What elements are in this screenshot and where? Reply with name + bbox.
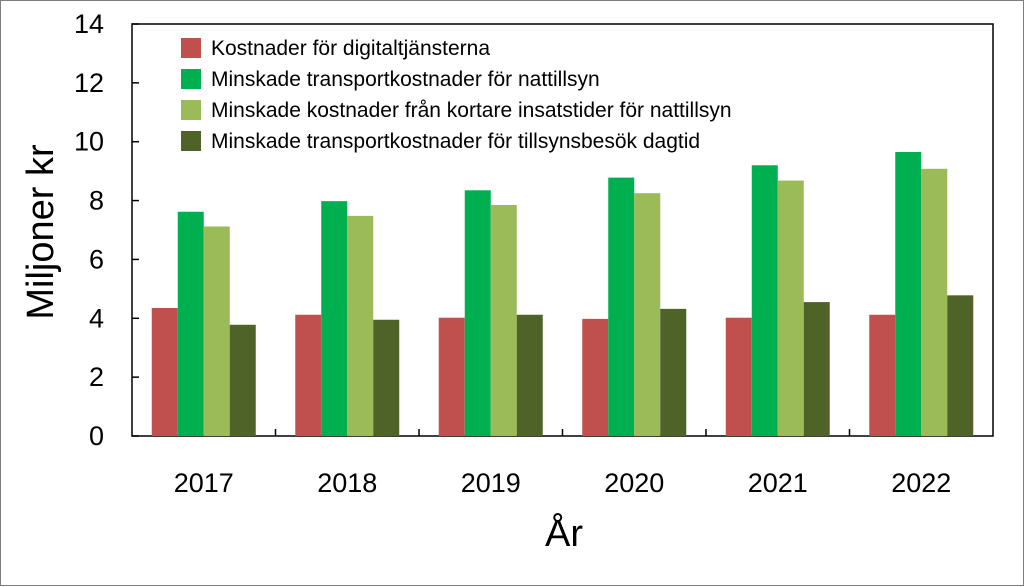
x-tick-label: 2022 [891,468,951,498]
x-axis-title: År [545,511,583,555]
x-tick-label: 2021 [748,468,808,498]
bar [751,165,778,436]
bar [634,193,661,436]
bar [229,324,256,436]
bar [177,211,204,436]
bar [921,168,948,436]
y-tick-label: 14 [74,9,104,39]
axes: 0 2 4 6 8 10 12 14 2017 2018 2019 2020 2021 2022 [74,9,951,498]
bar [895,152,922,436]
bar [295,314,322,436]
bar [347,215,374,436]
x-tick-label: 2017 [174,468,234,498]
y-axis-title: Miljoner kr [20,144,62,320]
bar [608,177,635,437]
bar [869,314,896,436]
bar [321,201,348,436]
y-tick-label: 0 [89,421,104,451]
bar [803,302,830,436]
legend-label: Kostnader för digitaltjänsterna [211,37,490,60]
legend-swatch [181,131,201,151]
bar [490,204,517,436]
legend-swatch [181,38,201,58]
bar [464,190,491,436]
bar [151,307,178,436]
bar [582,318,609,436]
legend-label: Minskade kostnader från kortare insatsti… [211,99,732,122]
y-tick-label: 8 [89,186,104,216]
y-tick-label: 2 [89,362,104,392]
bar [516,314,543,436]
legend-label: Minskade transportkostnader för tillsyns… [211,130,700,153]
legend-label: Minskade transportkostnader för nattills… [211,68,600,91]
legend-swatch [181,100,201,120]
x-tick-label: 2018 [317,468,377,498]
legend: Kostnader för digitaltjänsterna Minskade … [181,37,732,153]
bar [203,226,230,436]
y-tick-label: 6 [89,244,104,274]
bar [947,295,974,436]
y-tick-label: 12 [74,68,104,98]
y-tick-label: 10 [74,127,104,157]
bar [660,308,687,436]
bar [373,319,400,436]
bar [777,180,804,436]
x-tick-label: 2019 [461,468,521,498]
bars [151,152,974,437]
legend-swatch [181,69,201,89]
x-tick-label: 2020 [604,468,664,498]
bar [438,317,465,436]
y-tick-label: 4 [89,303,104,333]
bar [725,317,752,436]
